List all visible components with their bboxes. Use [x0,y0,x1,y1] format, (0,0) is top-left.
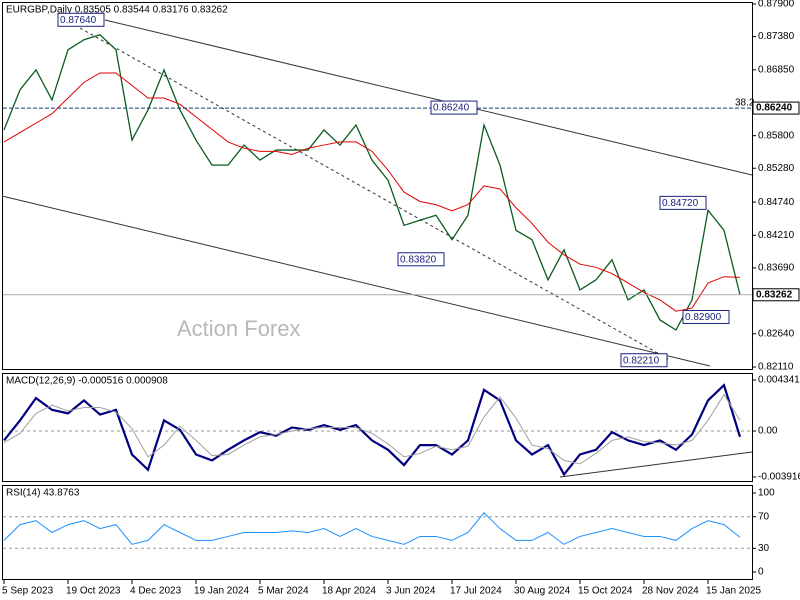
annotation-label: 0.83820 [400,254,437,265]
series-line [3,383,742,477]
rsi-title: RSI(14) 43.8763 [6,488,80,499]
level-label: 0.86240 [756,103,793,114]
macd-title: MACD(12,26,9) -0.000516 0.000908 [6,376,168,387]
fib-label: 38.2 [735,98,755,109]
series-line [3,33,741,331]
annotation-box [659,195,707,210]
level-box [752,101,800,115]
price-panel [2,2,753,370]
y-tick-label: -0.003916 [758,472,800,483]
x-tick-label: 3 Jun 2024 [386,586,436,597]
x-tick-label: 19 Oct 2023 [66,586,121,597]
series-line [3,72,741,312]
macd-panel [2,373,753,482]
y-tick-label: 0.83690 [758,263,795,274]
watermark: Action Forex [177,316,301,341]
series-line [3,512,741,545]
channel-upper [104,19,753,176]
annotation-label: 0.87640 [60,15,97,26]
y-tick-label: 0.00 [758,426,778,437]
y-tick-label: 0.86850 [758,64,795,75]
y-tick-label: 0.004341 [758,375,800,386]
y-tick-label: 100 [758,488,775,499]
annotation-box [57,12,105,27]
annotation-box [682,309,730,324]
rsi-panel [2,485,753,580]
y-tick-label: 0 [758,567,764,578]
channel-lower [1,195,711,367]
x-tick-label: 5 Mar 2024 [258,586,309,597]
x-tick-label: 28 Nov 2024 [642,586,699,597]
x-tick-label: 5 Sep 2023 [2,586,54,597]
x-tick-label: 4 Dec 2023 [130,586,182,597]
y-tick-label: 30 [758,543,770,554]
x-tick-label: 19 Jan 2024 [194,586,249,597]
y-tick-label: 70 [758,511,770,522]
annotation-box [430,100,478,115]
y-tick-label: 0.85280 [758,163,795,174]
annotation-label: 0.86240 [433,103,470,114]
x-tick-label: 18 Apr 2024 [322,586,376,597]
last-label: 0.83262 [756,289,793,300]
y-tick-label: 0.84740 [758,197,795,208]
y-tick-label: 0.84210 [758,230,795,241]
x-tick-label: 15 Jan 2025 [706,586,761,597]
y-tick-label: 0.87380 [758,31,795,42]
y-tick-label: 0.82110 [758,362,794,373]
y-tick-label: 0.82640 [758,328,795,339]
annotation-box [397,252,445,267]
annotation-label: 0.84720 [662,198,699,209]
channel-mid [79,27,671,361]
series-line [3,393,741,465]
annotation-box [620,353,668,368]
y-tick-label: 0.85800 [758,130,795,141]
macd-trendline [559,451,753,478]
y-tick-label: 0.87900 [758,0,795,10]
annotation-label: 0.82900 [685,312,722,323]
x-tick-label: 15 Oct 2024 [578,586,633,597]
annotation-label: 0.82210 [623,355,660,366]
x-tick-label: 30 Aug 2024 [514,586,571,597]
last-box [752,288,800,302]
price-title: EURGBP,Daily 0.83505 0.83544 0.83176 0.8… [6,5,228,16]
x-tick-label: 17 Jul 2024 [450,586,502,597]
